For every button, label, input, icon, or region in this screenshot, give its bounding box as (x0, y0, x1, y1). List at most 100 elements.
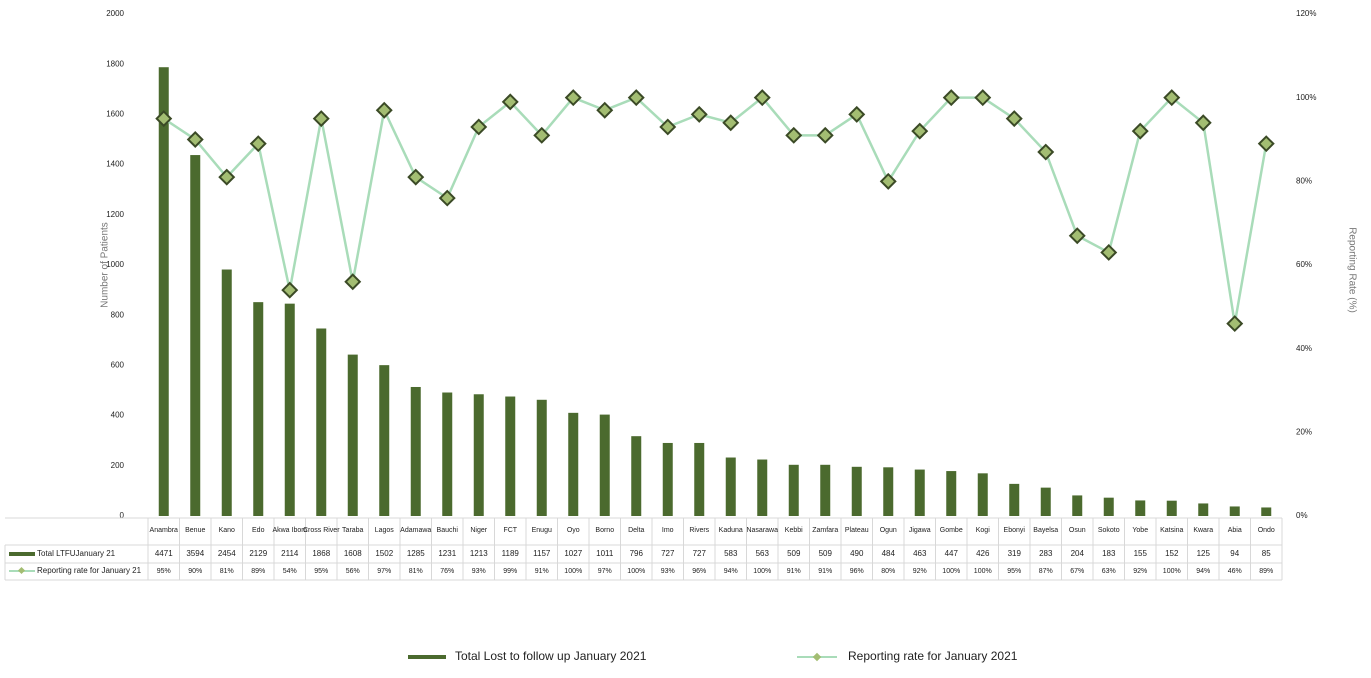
table-cell: 95% (157, 568, 171, 575)
x-tick-label: Abia (1228, 527, 1242, 534)
bar (1261, 507, 1272, 516)
legend-key (408, 655, 446, 659)
x-tick-label: Lagos (375, 527, 395, 534)
x-tick-label: Jigawa (909, 527, 931, 534)
table-cell: 85 (1262, 549, 1271, 558)
table-cell: 97% (598, 568, 612, 575)
rate-marker (344, 273, 362, 291)
x-tick-label: Benue (185, 527, 205, 534)
table-cell: 100% (974, 568, 992, 575)
rate-marker (155, 110, 173, 128)
table-cell: 447 (945, 549, 959, 558)
y2-tick-label: 80% (1296, 176, 1312, 185)
table-cell: 100% (1163, 568, 1181, 575)
y2-tick-label: 40% (1296, 344, 1312, 353)
bar (1072, 495, 1083, 516)
table-cell: 2114 (281, 549, 299, 558)
table-cell: 152 (1165, 549, 1179, 558)
x-tick-label: Plateau (845, 527, 869, 534)
rate-marker (596, 101, 614, 119)
table-cell: 155 (1134, 549, 1148, 558)
table-cell: 1011 (596, 549, 614, 558)
rate-marker (627, 89, 645, 107)
table-cell: 1608 (344, 549, 362, 558)
table-cell: 96% (850, 568, 864, 575)
table-cell: 76% (440, 568, 454, 575)
x-tick-label: Ogun (880, 527, 897, 534)
bar (1009, 483, 1020, 516)
table-cell: 46% (1228, 568, 1242, 575)
table-cell: 1027 (564, 549, 582, 558)
rate-marker (659, 118, 677, 136)
rate-marker (1163, 89, 1181, 107)
rate-marker (753, 89, 771, 107)
table-cell: 727 (661, 549, 675, 558)
table-row-label: Reporting rate for January 21 (37, 566, 142, 575)
y2-tick-label: 0% (1296, 511, 1308, 520)
bar (977, 473, 988, 516)
table-cell: 183 (1102, 549, 1116, 558)
rate-marker (218, 168, 236, 186)
bar (694, 442, 705, 516)
y-tick-label: 600 (111, 361, 125, 370)
y2-axis-title: Reporting Rate (%) (1346, 227, 1357, 313)
bar (1103, 497, 1114, 516)
table-cell: 4471 (155, 549, 173, 558)
table-cell: 95% (1007, 568, 1021, 575)
x-tick-label: Akwa Ibom (272, 527, 307, 534)
x-tick-label: Kwara (1193, 527, 1213, 534)
rate-marker (438, 189, 456, 207)
y-tick-label: 0 (120, 511, 125, 520)
legend-label: Total Lost to follow up January 2021 (455, 649, 647, 663)
bar (1040, 487, 1051, 516)
x-tick-label: Bauchi (437, 527, 459, 534)
rate-marker (375, 101, 393, 119)
x-tick-label: Rivers (689, 527, 709, 534)
rate-marker (249, 135, 267, 153)
table-cell: 92% (1133, 568, 1147, 575)
table-cell: 319 (1008, 549, 1022, 558)
bar (379, 365, 390, 516)
table-cell: 90% (188, 568, 202, 575)
y-tick-label: 800 (111, 310, 125, 319)
table-cell: 1285 (407, 549, 425, 558)
rate-marker (785, 126, 803, 144)
table-cell: 583 (724, 549, 738, 558)
rate-marker (816, 126, 834, 144)
x-tick-label: Cross River (303, 527, 340, 534)
rate-marker (1037, 143, 1055, 161)
rate-marker (312, 110, 330, 128)
table-cell: 1231 (438, 549, 456, 558)
x-tick-label: Ondo (1258, 527, 1275, 534)
rate-marker (564, 89, 582, 107)
table-legend-key (17, 566, 26, 575)
bar (221, 269, 232, 516)
x-tick-label: FCT (503, 527, 517, 534)
bar (946, 471, 957, 516)
x-tick-label: Anambra (150, 527, 179, 534)
y-tick-label: 2000 (106, 9, 124, 18)
rate-marker (1100, 243, 1118, 261)
y-tick-label: 400 (111, 411, 125, 420)
bar (851, 466, 862, 516)
table-cell: 463 (913, 549, 927, 558)
rate-marker (974, 89, 992, 107)
bar (410, 386, 421, 516)
bar (158, 67, 169, 516)
table-cell: 97% (377, 568, 391, 575)
table-cell: 1502 (375, 549, 393, 558)
rate-marker (848, 105, 866, 123)
rate-marker (1068, 227, 1086, 245)
table-cell: 2454 (218, 549, 236, 558)
table-cell: 1213 (470, 549, 488, 558)
table-cell: 727 (693, 549, 707, 558)
bar (1135, 500, 1146, 516)
rate-marker (501, 93, 519, 111)
x-tick-label: Imo (662, 527, 674, 534)
table-cell: 100% (627, 568, 645, 575)
bar (536, 399, 547, 516)
table-cell: 80% (881, 568, 895, 575)
x-tick-label: Kaduna (719, 527, 743, 534)
legend-key (812, 652, 822, 662)
